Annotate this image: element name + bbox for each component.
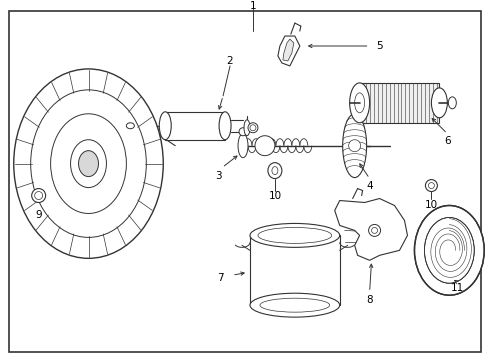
Text: 10: 10 <box>269 190 281 201</box>
Ellipse shape <box>78 151 98 177</box>
Text: 3: 3 <box>215 171 221 181</box>
Polygon shape <box>61 81 135 240</box>
Ellipse shape <box>448 97 456 109</box>
Ellipse shape <box>355 93 365 113</box>
Ellipse shape <box>50 114 126 213</box>
Ellipse shape <box>250 125 256 131</box>
Ellipse shape <box>248 123 258 133</box>
Text: 9: 9 <box>35 211 42 220</box>
Ellipse shape <box>31 90 147 237</box>
Ellipse shape <box>424 217 474 283</box>
Bar <box>360 83 440 123</box>
Text: 5: 5 <box>376 41 383 51</box>
Ellipse shape <box>268 163 282 179</box>
Ellipse shape <box>32 189 46 203</box>
Ellipse shape <box>250 224 340 247</box>
Polygon shape <box>278 36 300 66</box>
Ellipse shape <box>238 134 248 158</box>
Polygon shape <box>283 39 294 61</box>
Ellipse shape <box>343 114 367 177</box>
Ellipse shape <box>159 112 171 140</box>
Ellipse shape <box>71 140 106 188</box>
FancyBboxPatch shape <box>165 112 225 140</box>
Ellipse shape <box>431 88 447 118</box>
Bar <box>250 235 340 305</box>
Ellipse shape <box>349 140 361 152</box>
Ellipse shape <box>425 180 438 192</box>
Ellipse shape <box>272 167 278 175</box>
Ellipse shape <box>250 293 340 317</box>
Text: 6: 6 <box>444 136 451 146</box>
Ellipse shape <box>219 112 231 140</box>
Ellipse shape <box>260 298 330 312</box>
Ellipse shape <box>239 128 247 136</box>
Ellipse shape <box>368 224 381 237</box>
Ellipse shape <box>126 123 134 129</box>
Text: 11: 11 <box>451 283 464 293</box>
Ellipse shape <box>14 69 163 258</box>
Ellipse shape <box>255 136 275 156</box>
Ellipse shape <box>415 206 484 295</box>
Ellipse shape <box>371 228 378 233</box>
Text: 2: 2 <box>227 56 233 66</box>
Ellipse shape <box>350 83 369 123</box>
Ellipse shape <box>428 183 435 189</box>
Ellipse shape <box>258 228 332 243</box>
Ellipse shape <box>35 192 43 199</box>
Polygon shape <box>335 198 408 260</box>
Text: 7: 7 <box>217 273 223 283</box>
Ellipse shape <box>244 120 250 136</box>
Text: 10: 10 <box>425 201 438 211</box>
Text: 4: 4 <box>367 181 373 190</box>
Text: 8: 8 <box>367 295 373 305</box>
Text: 1: 1 <box>250 1 256 11</box>
